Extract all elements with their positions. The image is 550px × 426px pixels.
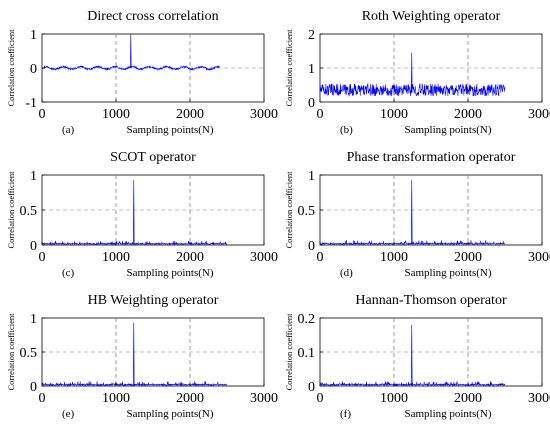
y-axis-label: Correlation coefficient <box>6 313 16 391</box>
plot-frame <box>41 174 265 246</box>
panel-letter: (f) <box>340 408 351 420</box>
y-axis-label: Correlation coefficient <box>284 29 294 107</box>
y-tick-label: 0.5 <box>20 346 38 361</box>
panel-letter: (c) <box>62 267 75 279</box>
y-tick-label: 0 <box>30 239 37 254</box>
chart-title: Hannan-Thomson operator <box>355 293 507 308</box>
chart-title: Phase transformation operator <box>347 150 516 165</box>
y-axis-label: Correlation coefficient <box>6 171 16 249</box>
y-tick-label: 1 <box>308 169 315 184</box>
y-tick-label: 0 <box>30 380 37 395</box>
x-tick-label: 2000 <box>454 107 482 122</box>
y-tick-label: 1 <box>30 312 37 327</box>
panel-letter: (b) <box>340 124 353 136</box>
plot-frame <box>319 317 543 387</box>
x-axis-label: Sampling points(N) <box>404 124 491 136</box>
chart-title: HB Weighting operator <box>88 293 219 308</box>
x-tick-label: 1000 <box>380 250 408 265</box>
y-tick-label: 0.2 <box>298 312 316 327</box>
y-tick-label: 1 <box>308 62 315 77</box>
y-tick-label: 0 <box>308 96 315 111</box>
plot-frame <box>319 174 543 246</box>
chart-title: Roth Weighting operator <box>362 9 501 24</box>
signal-line <box>319 52 506 97</box>
x-axis-label: Sampling points(N) <box>126 267 213 279</box>
y-tick-label: 1 <box>30 28 37 43</box>
x-tick-label: 2000 <box>176 107 204 122</box>
x-tick-label: 3000 <box>528 107 550 122</box>
x-axis-label: Sampling points(N) <box>126 124 213 136</box>
x-tick-label: 2000 <box>176 250 204 265</box>
chart-panel-b: 0 1000 2000 3000 0 1 2 Roth Weighting operator C… <box>284 9 550 136</box>
chart-title: Direct cross correlation <box>87 9 218 24</box>
signal-line <box>319 179 506 246</box>
x-tick-label: 2000 <box>176 391 204 406</box>
x-tick-label: 1000 <box>380 391 408 406</box>
x-tick-label: 2000 <box>454 250 482 265</box>
x-tick-label: 3000 <box>528 250 550 265</box>
y-tick-label: 1 <box>30 169 37 184</box>
x-tick-label: 3000 <box>250 391 278 406</box>
y-tick-label: 0.1 <box>298 346 316 361</box>
x-tick-label: 3000 <box>528 391 550 406</box>
x-axis-label: Sampling points(N) <box>404 408 491 420</box>
panel-letter: (e) <box>62 408 75 420</box>
plot-frame <box>41 317 265 387</box>
y-tick-label: 2 <box>308 28 315 43</box>
x-tick-label: 3000 <box>250 250 278 265</box>
x-tick-label: 0 <box>39 391 46 406</box>
x-tick-label: 0 <box>317 391 324 406</box>
x-tick-label: 0 <box>39 107 46 122</box>
x-tick-label: 1000 <box>102 250 130 265</box>
signal-line <box>319 324 506 387</box>
panel-letter: (a) <box>62 124 75 136</box>
y-tick-label: 0 <box>308 239 315 254</box>
signal-line <box>41 33 220 72</box>
x-axis-label: Sampling points(N) <box>404 267 491 279</box>
y-tick-label: 0.5 <box>20 204 38 219</box>
chart-title: SCOT operator <box>110 150 196 165</box>
x-tick-label: 3000 <box>250 107 278 122</box>
chart-panel-f: 0 1000 2000 3000 0 0.1 0.2 Hannan-Thomson opera… <box>284 293 550 420</box>
x-tick-label: 0 <box>317 250 324 265</box>
x-tick-label: 0 <box>39 250 46 265</box>
chart-panel-c: 0 1000 2000 3000 0 0.5 1 SCOT operator Correlati… <box>6 150 278 279</box>
y-axis-label: Correlation coefficient <box>6 29 16 107</box>
y-axis-label: Correlation coefficient <box>284 171 294 249</box>
chart-panel-d: 0 1000 2000 3000 0 0.5 1 Phase transformation o… <box>284 150 550 279</box>
signal-line <box>41 322 228 387</box>
y-axis-label: Correlation coefficient <box>284 313 294 391</box>
signal-line <box>41 179 228 246</box>
y-tick-label: 0.5 <box>298 204 316 219</box>
y-tick-label: 0 <box>30 62 37 77</box>
y-tick-label: 0 <box>308 380 315 395</box>
x-tick-label: 0 <box>317 107 324 122</box>
x-tick-label: 1000 <box>102 391 130 406</box>
y-tick-label: -1 <box>25 96 37 111</box>
x-axis-label: Sampling points(N) <box>126 408 213 420</box>
x-tick-label: 2000 <box>454 391 482 406</box>
panel-letter: (d) <box>340 267 353 279</box>
chart-panel-e: 0 1000 2000 3000 0 0.5 1 HB Weighting operator C… <box>6 293 278 420</box>
x-tick-label: 1000 <box>102 107 130 122</box>
x-tick-label: 1000 <box>380 107 408 122</box>
